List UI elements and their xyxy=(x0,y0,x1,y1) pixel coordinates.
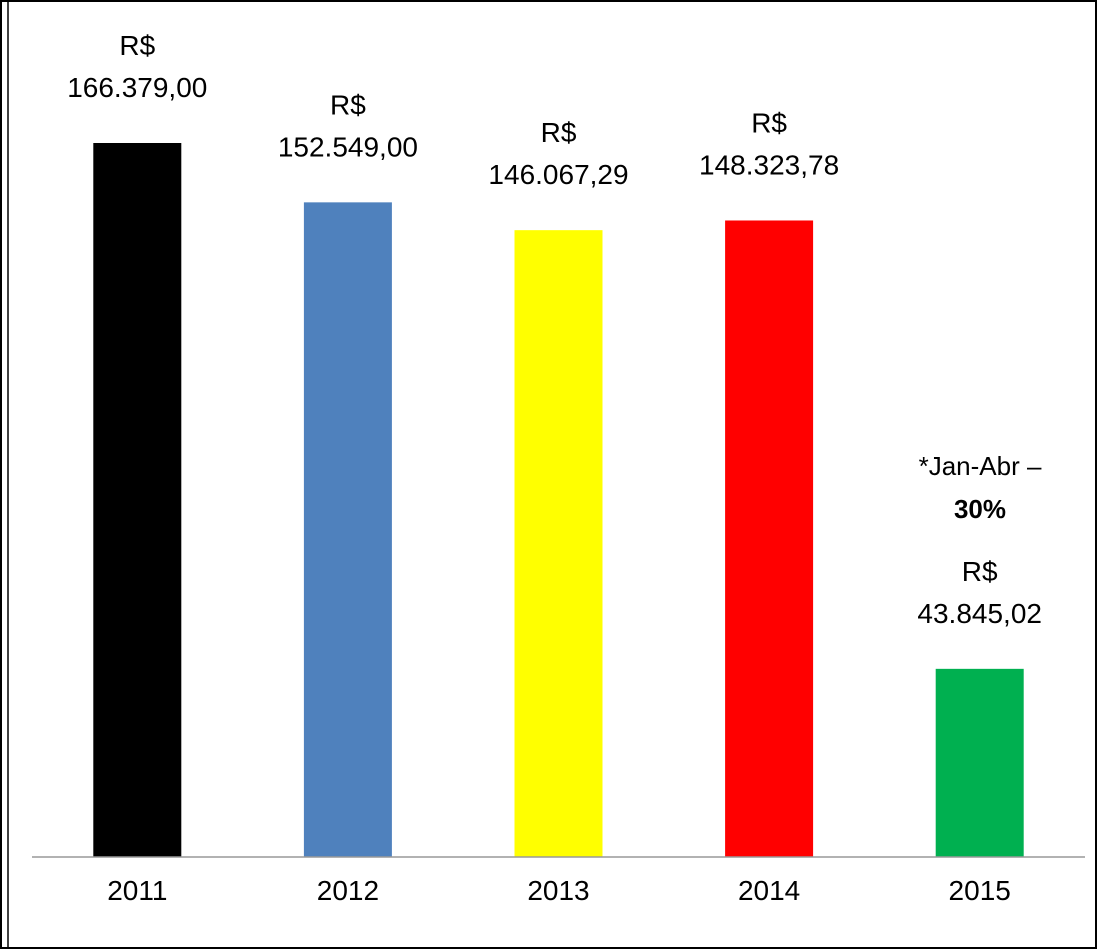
bar xyxy=(514,230,603,857)
data-label: R$ 148.323,78 xyxy=(699,107,839,180)
data-label-line: R$ xyxy=(330,89,366,120)
x-tick-label: 2015 xyxy=(949,875,1011,906)
data-label-line: R$ xyxy=(751,107,787,138)
data-label-line: 148.323,78 xyxy=(699,149,839,180)
data-label: R$ 166.379,00 xyxy=(67,30,207,103)
x-tick-label: 2013 xyxy=(527,875,589,906)
bar xyxy=(93,143,182,857)
bar xyxy=(725,220,814,857)
data-label: R$ 152.549,00 xyxy=(278,89,418,162)
data-label-line: 152.549,00 xyxy=(278,131,418,162)
x-tick-label: 2011 xyxy=(107,875,167,906)
data-label: R$ 43.845,02 xyxy=(917,556,1042,629)
annotation-highlight: 30% xyxy=(954,494,1006,524)
annotation: *Jan-Abr – xyxy=(919,451,1042,481)
bar xyxy=(935,668,1024,857)
data-label-line: 166.379,00 xyxy=(67,72,207,103)
bar xyxy=(303,202,392,857)
data-label-line: R$ xyxy=(119,30,155,61)
data-label: R$ 146.067,29 xyxy=(488,117,628,190)
data-label-line: 43.845,02 xyxy=(917,598,1042,629)
x-tick-label: 2012 xyxy=(317,875,379,906)
data-label-line: 146.067,29 xyxy=(488,159,628,190)
x-tick-label: 2014 xyxy=(738,875,800,906)
data-label-line: R$ xyxy=(541,117,577,148)
data-label-line: R$ xyxy=(962,556,998,587)
